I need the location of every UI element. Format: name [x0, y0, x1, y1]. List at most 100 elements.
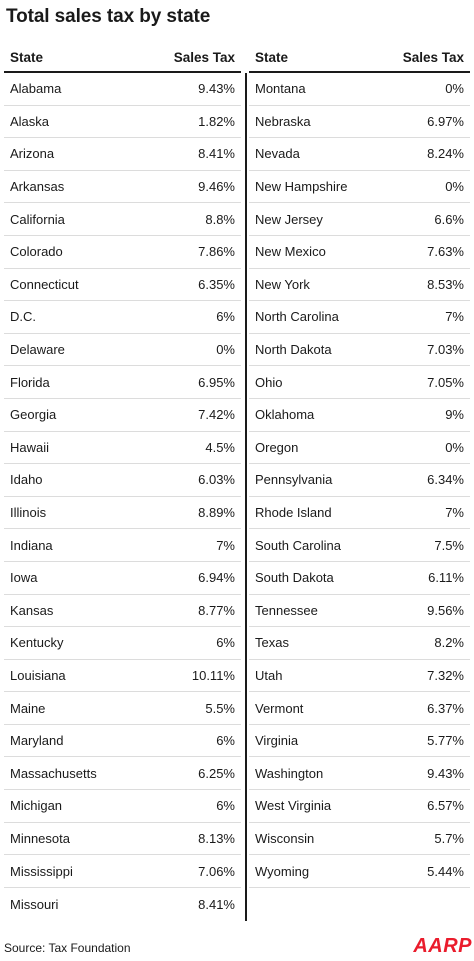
table-row: West Virginia 6.57% [249, 790, 470, 823]
table-row: Nebraska 6.97% [249, 106, 470, 139]
sales-tax-value: 6.6% [434, 211, 464, 227]
state-name: Michigan [10, 798, 63, 814]
table-row: Mississippi 7.06% [4, 855, 241, 888]
sales-tax-value: 0% [445, 179, 464, 195]
state-name: Nebraska [255, 113, 311, 129]
state-name: Louisiana [10, 667, 66, 683]
sales-tax-value: 9% [445, 407, 464, 423]
sales-tax-value: 7% [445, 309, 464, 325]
table-row: Michigan 6% [4, 790, 241, 823]
sales-tax-value: 8.8% [205, 211, 235, 227]
table-row: Arkansas 9.46% [4, 171, 241, 204]
state-name: Ohio [255, 374, 283, 390]
table-row: Maryland 6% [4, 725, 241, 758]
table-row: New Mexico 7.63% [249, 236, 470, 269]
sales-tax-value: 0% [445, 439, 464, 455]
sales-tax-value: 6.35% [198, 276, 235, 292]
table-row: Indiana 7% [4, 529, 241, 562]
table-row: Florida 6.95% [4, 366, 241, 399]
sales-tax-value: 7.86% [198, 244, 235, 260]
sales-tax-value: 6.03% [198, 472, 235, 488]
state-name: Virginia [255, 733, 299, 749]
table-row: Oregon 0% [249, 432, 470, 465]
state-name: Illinois [10, 505, 47, 521]
sales-tax-value: 8.53% [427, 276, 464, 292]
aarp-logo: AARP [413, 935, 472, 957]
table-row: Rhode Island 7% [249, 497, 470, 530]
table-row: Minnesota 8.13% [4, 823, 241, 856]
state-name: Georgia [10, 407, 57, 423]
sales-tax-value: 9.56% [427, 602, 464, 618]
state-name: D.C. [10, 309, 36, 325]
sales-tax-value: 6.97% [427, 113, 464, 129]
table-row: Vermont 6.37% [249, 692, 470, 725]
table-row: Idaho 6.03% [4, 464, 241, 497]
state-name: Indiana [10, 537, 53, 553]
page-title: Total sales tax by state [6, 6, 211, 27]
sales-tax-value: 7% [216, 537, 235, 553]
state-name: Delaware [10, 342, 65, 358]
table-row: North Carolina 7% [249, 301, 470, 334]
table-row: Nevada 8.24% [249, 138, 470, 171]
state-name: Missouri [10, 896, 59, 912]
table-row: Wisconsin 5.7% [249, 823, 470, 856]
sales-tax-value: 6% [216, 309, 235, 325]
state-name: New York [255, 276, 310, 292]
state-column-header: State [255, 50, 289, 65]
table-row: Texas 8.2% [249, 627, 470, 660]
state-name: Idaho [10, 472, 43, 488]
sales-tax-value: 5.7% [434, 830, 464, 846]
table-row: Delaware 0% [4, 334, 241, 367]
sales-tax-value: 8.2% [434, 635, 464, 651]
sales-tax-value: 6.11% [428, 570, 464, 586]
sales-tax-value: 7.5% [434, 537, 464, 553]
state-name: Utah [255, 667, 283, 683]
table-row [249, 888, 470, 921]
tax-column-header: Sales Tax [173, 50, 235, 65]
sales-tax-value: 5.5% [205, 700, 235, 716]
table-row: South Carolina 7.5% [249, 529, 470, 562]
state-name: Texas [255, 635, 289, 651]
table-row: Tennessee 9.56% [249, 595, 470, 628]
table-row: Pennsylvania 6.34% [249, 464, 470, 497]
state-name: New Hampshire [255, 179, 348, 195]
sales-tax-value: 7.63% [427, 244, 464, 260]
table-row: Ohio 7.05% [249, 366, 470, 399]
state-name: California [10, 211, 65, 227]
table-row: D.C. 6% [4, 301, 241, 334]
table-row: Iowa 6.94% [4, 562, 241, 595]
table-row: New York 8.53% [249, 269, 470, 302]
table-row: Washington 9.43% [249, 757, 470, 791]
sales-tax-value: 6% [216, 798, 235, 814]
state-name: South Carolina [255, 537, 341, 553]
table-row: North Dakota 7.03% [249, 334, 470, 367]
sales-tax-value: 7.42% [198, 407, 235, 423]
table-row: Utah 7.32% [249, 660, 470, 693]
table-row: Maine 5.5% [4, 692, 241, 725]
state-name: Wyoming [255, 863, 310, 879]
state-name: Mississippi [10, 863, 73, 879]
state-name: Arizona [10, 146, 55, 162]
sales-tax-value: 6.25% [198, 765, 235, 781]
sales-tax-value: 6.94% [198, 570, 235, 586]
table-row: Georgia 7.42% [4, 399, 241, 432]
table-row: South Dakota 6.11% [249, 562, 470, 595]
sales-tax-value: 8.24% [427, 146, 464, 162]
sales-tax-value: 0% [445, 81, 464, 97]
state-name: Massachusetts [10, 765, 97, 781]
sales-tax-value: 7.32% [427, 667, 464, 683]
state-name: Minnesota [10, 830, 70, 846]
state-name: North Dakota [255, 342, 332, 358]
table-row: New Hampshire 0% [249, 171, 470, 204]
sales-tax-value: 5.44% [427, 863, 464, 879]
state-name: North Carolina [255, 309, 339, 325]
sales-tax-value: 6% [216, 635, 235, 651]
state-name: Tennessee [255, 602, 318, 618]
sales-tax-value: 7.06% [198, 863, 235, 879]
state-name: Florida [10, 374, 50, 390]
table-row: Connecticut 6.35% [4, 269, 241, 302]
state-name: South Dakota [255, 570, 334, 586]
state-name: West Virginia [255, 798, 332, 814]
table-row: Illinois 8.89% [4, 497, 241, 530]
table-row: New Jersey 6.6% [249, 203, 470, 236]
